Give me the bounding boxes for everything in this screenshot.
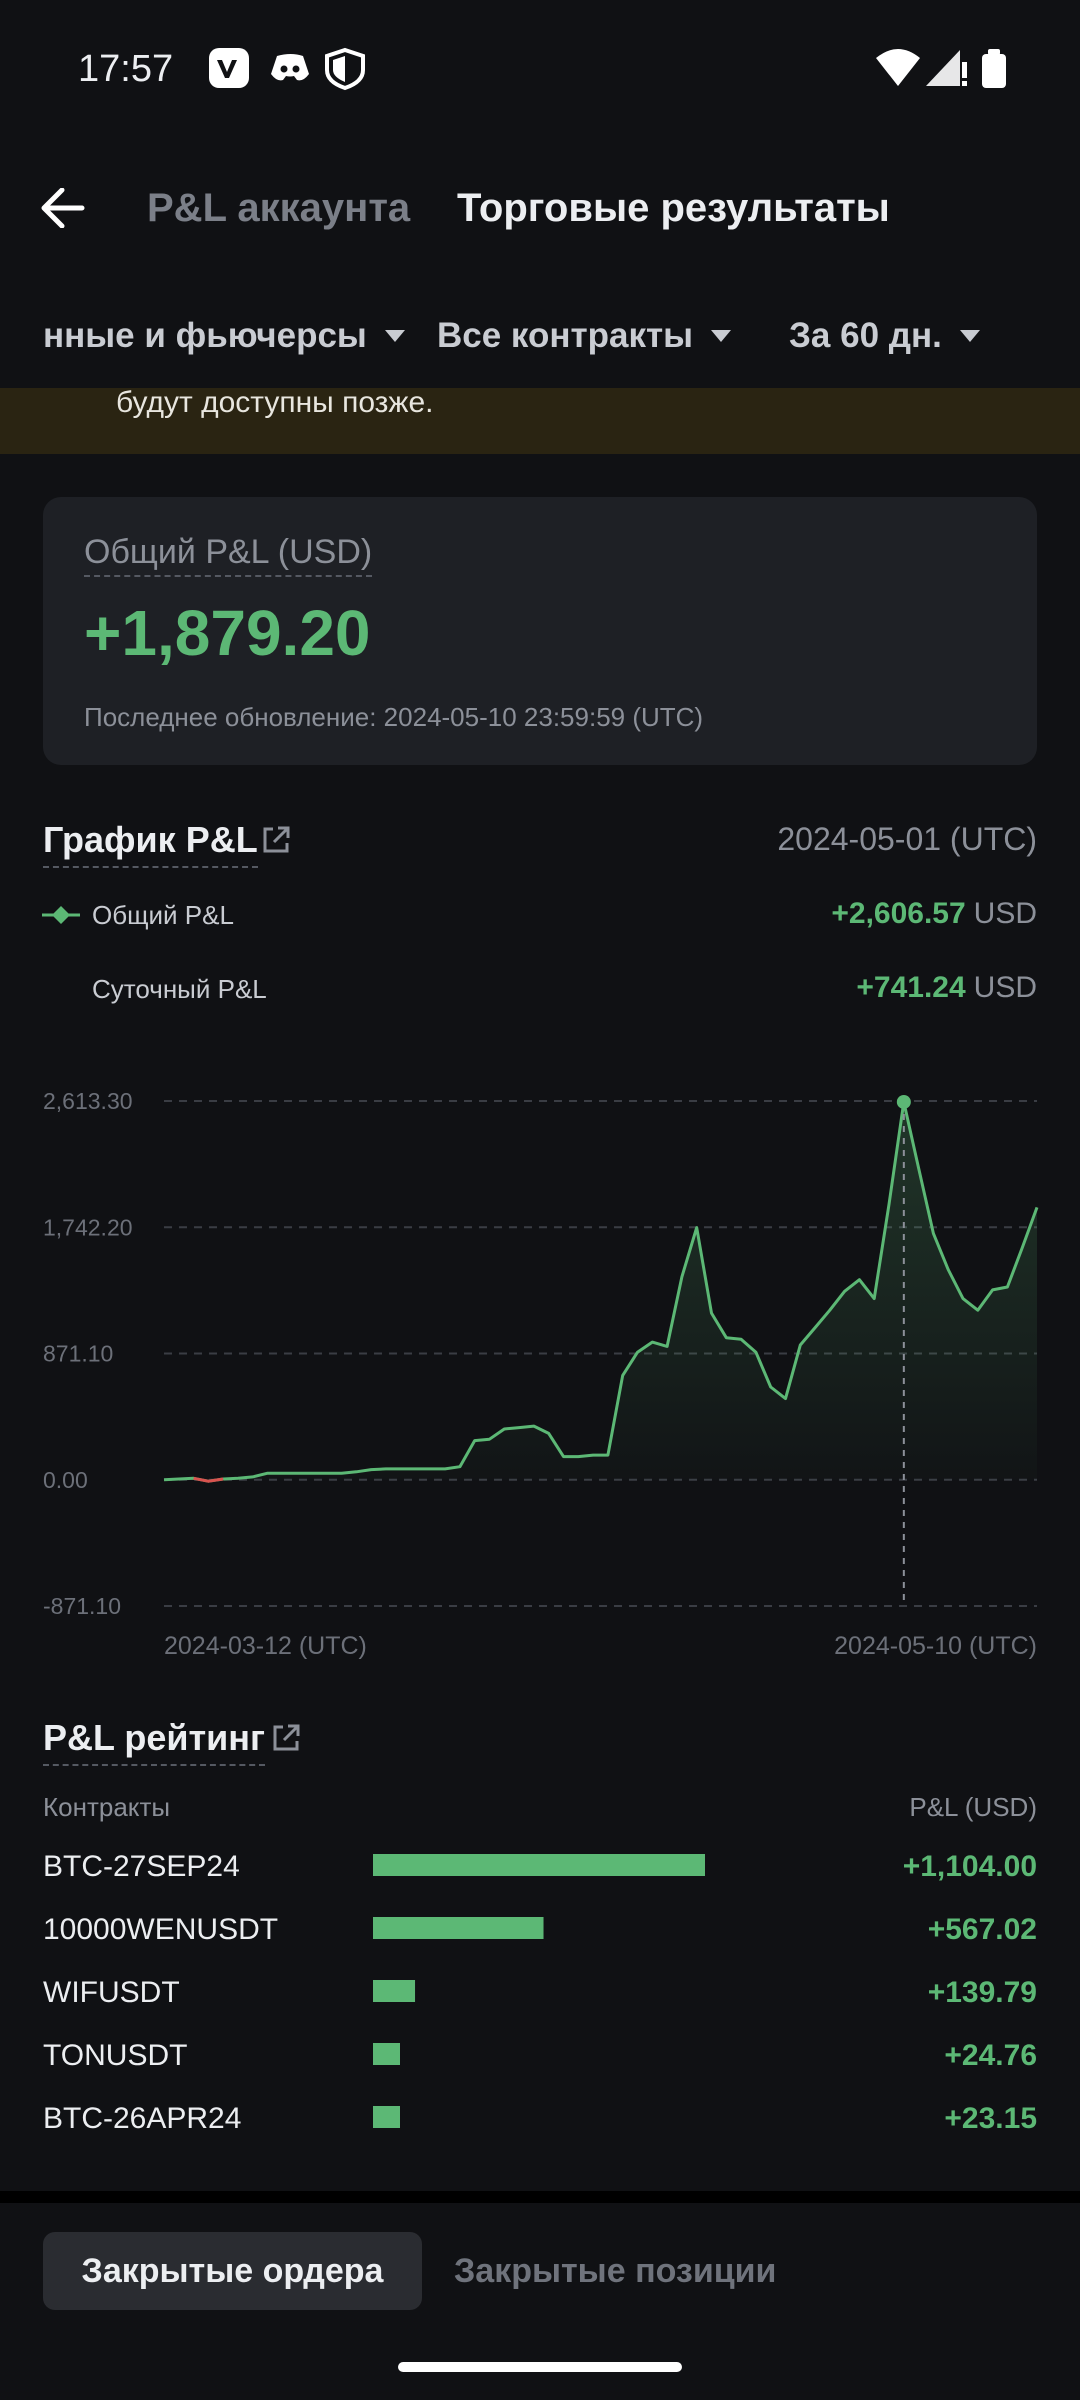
y-tick-label: 0.00 [43,1467,88,1493]
tab-trading-results[interactable]: Торговые результаты [457,186,890,230]
dropdown-arrow [711,330,732,342]
summary-card [43,497,1037,765]
filter[interactable]: Все контракты [437,316,694,355]
legend-label: Общий P&L [92,900,234,930]
line [163,1100,1039,1483]
dropdown-arrow [959,330,980,342]
contract-name: BTC-26APR24 [43,2102,241,2135]
selected-date: 2024-05-01 (UTC) [777,821,1037,857]
contract-name: 10000WENUSDT [43,1913,278,1946]
legend-unit: USD [973,897,1037,930]
summary-label[interactable]: Общий P&L (USD) [84,535,373,577]
pnl-bar [373,1854,705,1876]
y-tick-label: -871.10 [43,1593,121,1619]
contract-name: TONUSDT [43,2039,187,2072]
status-icons-right [876,49,1006,88]
y-tick-label: 871.10 [43,1341,113,1367]
ranking-col-left: Контракты [43,1792,171,1822]
x-label: 2024-03-12 (UTC) [164,1632,367,1660]
pnl-value: +23.15 [944,2102,1037,2135]
summary-value: +1,879.20 [84,597,371,669]
pnl-bar [373,1980,416,2002]
status-time: 17:57 [78,48,174,90]
pnl-value: +1,104.00 [903,1850,1037,1883]
legend-unit: USD [973,971,1037,1004]
external-link-icon[interactable] [260,824,292,856]
negative-segment [193,1476,224,1483]
home-indicator [398,2362,682,2372]
banner-text: будут доступны позже. [116,386,434,419]
ranking-title[interactable]: P&L рейтинг [43,1720,265,1766]
pnl-bar [373,2043,400,2065]
external-link-icon[interactable] [270,1722,302,1754]
dropdown-arrow [384,330,405,342]
status-icons-left [209,47,365,91]
divider [0,2191,1080,2203]
chart-title[interactable]: График P&L [43,822,258,868]
legend-value: +2,606.57 [831,897,966,930]
contract-name: WIFUSDT [43,1976,180,2009]
selected-point [896,1094,911,1109]
banner [0,388,1080,454]
legend-value: +741.24 [856,971,966,1004]
pnl-value: +567.02 [928,1913,1037,1946]
summary-updated: Последнее обновление: 2024-05-10 23:59:5… [84,702,704,732]
x-label: 2024-05-10 (UTC) [834,1632,1037,1660]
tab-closed-positions[interactable]: Закрытые позиции [454,2252,777,2290]
pnl-bar [373,2106,400,2128]
contract-name: BTC-27SEP24 [43,1850,240,1883]
y-tick-label: 1,742.20 [43,1214,133,1240]
pnl-chart: -871.10 0.00 871.10 1,742.20 2,613.30 2024-03… [43,1088,1039,1660]
ranking-col-right: P&L (USD) [909,1792,1037,1822]
pnl-bar [373,1917,544,1939]
pnl-value: +24.76 [944,2039,1037,2072]
tab-button-bg [43,2232,422,2310]
filter[interactable]: нные и фьючерсы [43,316,367,355]
back-button[interactable] [40,188,86,228]
tab-closed-orders[interactable]: Закрытые ордера [81,2252,384,2290]
y-tick-label: 2,613.30 [43,1088,133,1114]
legend-symbol [42,906,80,924]
ranking-list: BTC-27SEP24 +1,104.00 10000WENUSDT +567.02 W… [43,1850,1037,2135]
filter[interactable]: За 60 дн. [789,316,942,355]
legend-label: Суточный P&L [92,974,267,1004]
tab-account-pnl[interactable]: P&L аккаунта [147,186,411,230]
pnl-value: +139.79 [928,1976,1037,2009]
area [164,1102,1037,1482]
